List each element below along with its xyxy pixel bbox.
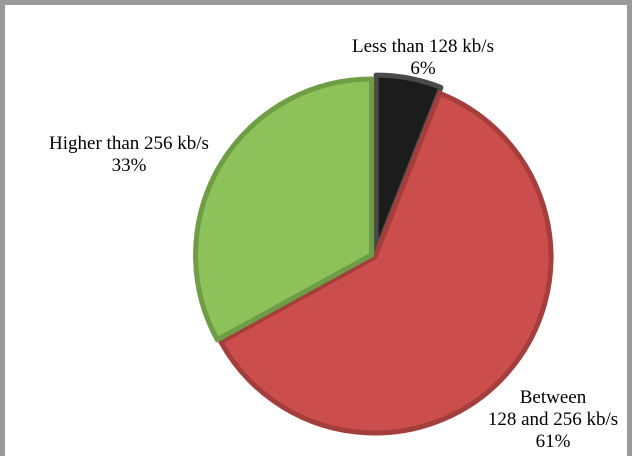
pie-slice-higher-than-256-kb-s [193, 76, 375, 343]
pie-slice-between-128-and-256-kb-s [218, 90, 554, 436]
slice-label: Less than 128 kb/s 6% [352, 36, 494, 79]
slice-label-line: 6% [410, 58, 436, 79]
slice-label-line: Less than 128 kb/s [352, 36, 494, 57]
slice-label: Higher than 256 kb/s 33% [49, 133, 209, 176]
slice-label-line: 61% [536, 431, 571, 452]
pie-chart: Less than 128 kb/s 6% Between 128 and 256 k… [49, 36, 618, 452]
slice-label-line: Between [520, 387, 587, 408]
slice-label-line: 128 and 256 kb/s [488, 409, 618, 430]
slice-label: Between 128 and 256 kb/s 61% [488, 387, 618, 452]
pie-slices [193, 72, 554, 436]
slice-label-line: 33% [112, 155, 147, 176]
slice-label-line: Higher than 256 kb/s [49, 133, 209, 154]
pie-labels: Less than 128 kb/s 6% Between 128 and 256 k… [49, 36, 618, 452]
